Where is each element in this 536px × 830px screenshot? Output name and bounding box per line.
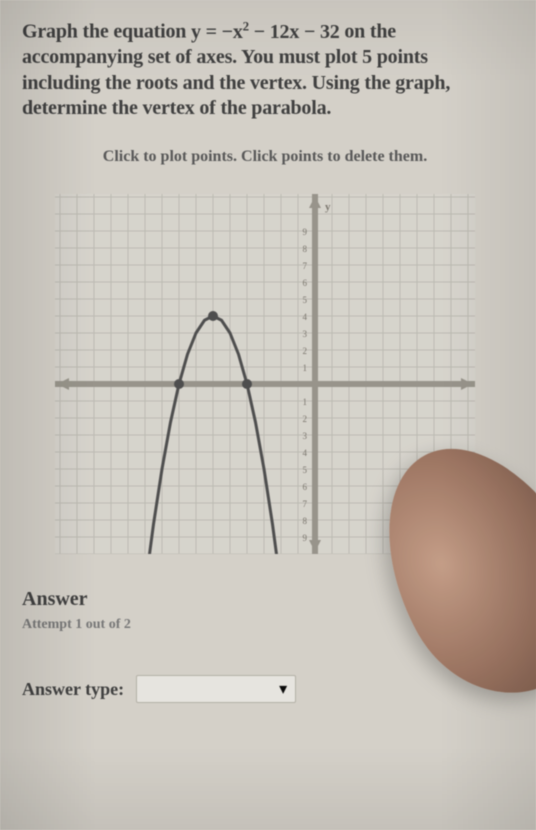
svg-text:9: 9 bbox=[303, 227, 308, 237]
answer-type-label: Answer type: bbox=[22, 679, 124, 700]
svg-text:1: 1 bbox=[303, 363, 308, 373]
svg-text:8: 8 bbox=[303, 244, 308, 254]
problem-line3: including the roots and the vertex. Usin… bbox=[22, 72, 450, 94]
svg-text:8: 8 bbox=[303, 516, 308, 526]
problem-equation: y = −x2 − 12x − 32 bbox=[191, 21, 340, 43]
svg-text:5: 5 bbox=[303, 465, 308, 475]
problem-statement: Graph the equation y = −x2 − 12x − 32 on… bbox=[22, 18, 508, 122]
chevron-down-icon: ▾ bbox=[279, 679, 287, 699]
problem-line1-pre: Graph the equation bbox=[22, 21, 191, 43]
svg-text:4: 4 bbox=[303, 448, 308, 458]
svg-text:9: 9 bbox=[303, 533, 308, 543]
svg-text:3: 3 bbox=[303, 329, 308, 339]
svg-text:6: 6 bbox=[303, 482, 308, 492]
problem-line2: accompanying set of axes. You must plot … bbox=[22, 46, 428, 68]
eq-y: y bbox=[191, 21, 201, 43]
plot-instruction: Click to plot points. Click points to de… bbox=[22, 148, 508, 166]
svg-text:5: 5 bbox=[303, 295, 308, 305]
svg-text:7: 7 bbox=[303, 499, 308, 509]
answer-type-select[interactable]: ▾ bbox=[136, 675, 296, 703]
svg-text:7: 7 bbox=[303, 261, 308, 271]
svg-text:2: 2 bbox=[303, 346, 308, 356]
eq-exp: 2 bbox=[243, 18, 249, 33]
eq-x2: x bbox=[289, 21, 299, 43]
eq-x: x bbox=[233, 21, 243, 43]
svg-text:1: 1 bbox=[303, 397, 308, 407]
problem-line1-post: on the bbox=[340, 21, 396, 43]
svg-text:2: 2 bbox=[303, 414, 308, 424]
svg-text:y: y bbox=[325, 201, 331, 213]
svg-text:3: 3 bbox=[303, 431, 308, 441]
problem-line4: determine the vertex of the parabola. bbox=[22, 97, 331, 119]
svg-text:4: 4 bbox=[303, 312, 308, 322]
svg-text:6: 6 bbox=[303, 278, 308, 288]
answer-title: Answer bbox=[22, 588, 88, 611]
answer-type-row: Answer type: ▾ bbox=[22, 675, 508, 703]
